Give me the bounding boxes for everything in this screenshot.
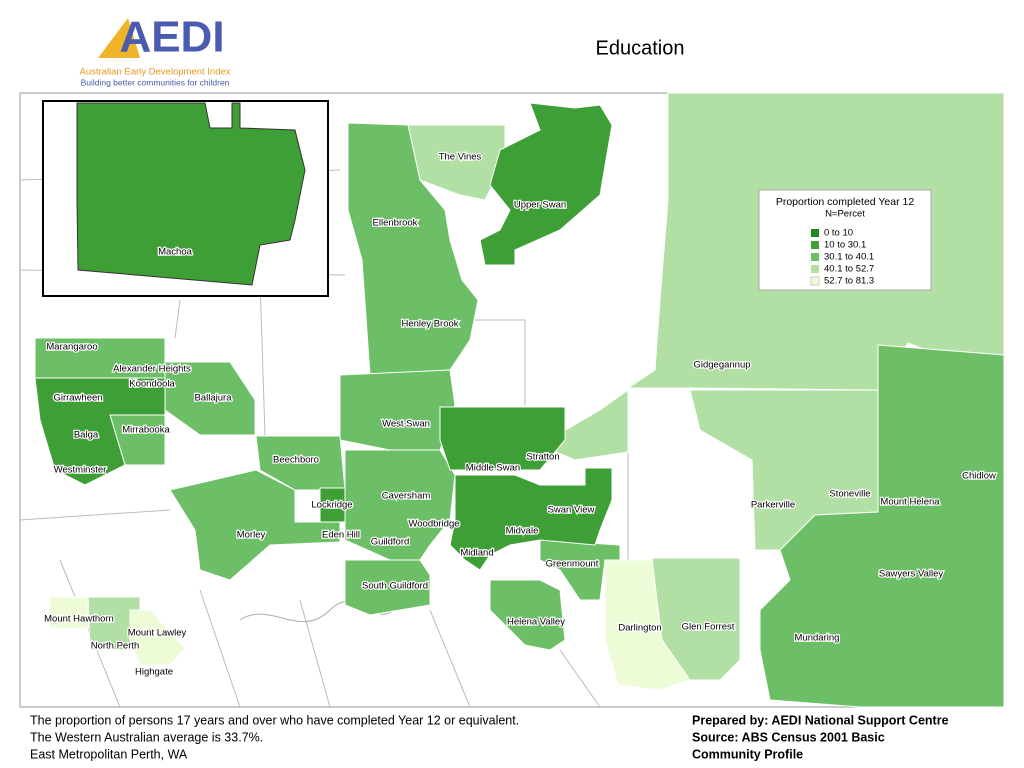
suburb-label: Midvale — [506, 526, 539, 537]
legend-label: 52.7 to 81.3 — [824, 276, 874, 287]
region — [439, 406, 566, 471]
suburb-label: Darlington — [618, 623, 661, 634]
region — [34, 377, 166, 486]
suburb-label: Parkerville — [751, 500, 795, 511]
suburb-label: Ballajura — [195, 393, 233, 404]
footer-source: Prepared by: AEDI National Support Centr… — [692, 713, 949, 727]
inset-label: Machoa — [158, 247, 193, 258]
legend-label: 10 to 30.1 — [824, 240, 866, 251]
suburb-label: Mirrabooka — [122, 425, 170, 436]
footer-note: The Western Australian average is 33.7%. — [30, 730, 263, 744]
region — [449, 467, 613, 571]
suburb-label: Midland — [460, 548, 493, 559]
legend-swatch — [811, 241, 819, 249]
footer-source: Community Profile — [692, 747, 803, 761]
legend: Proportion completed Year 12 N=Percet 0 … — [758, 189, 932, 291]
legend-box — [758, 189, 932, 291]
suburb-label: Beechboro — [273, 455, 319, 466]
suburb-label: Chidlow — [962, 471, 996, 482]
suburb-label: Glen Forrest — [682, 622, 735, 633]
region — [489, 579, 566, 651]
logo-name: Australian Early Development Index — [79, 67, 230, 78]
suburb-label: Helena Valley — [507, 617, 565, 628]
suburb-label: West Swan — [382, 419, 430, 430]
legend-swatch — [811, 253, 819, 261]
suburb-label: Woodbridge — [408, 519, 459, 530]
suburb-label: North Perth — [91, 641, 140, 652]
suburb-label: Alexander Heights — [113, 364, 191, 375]
legend-label: 40.1 to 52.7 — [824, 264, 874, 275]
suburb-label: Stratton — [526, 452, 559, 463]
logo-triangle — [98, 18, 140, 58]
suburb-label: Swan View — [548, 505, 595, 516]
map: Machoa The Vines Upper Swan Ellenbrook H… — [19, 92, 1005, 708]
suburb-label: Mount Lawley — [128, 628, 187, 639]
suburb-label: Upper Swan — [514, 200, 566, 211]
suburb-label: Mount Helena — [880, 497, 940, 508]
region — [169, 469, 341, 581]
region — [319, 487, 346, 523]
footer-source: Source: ABS Census 2001 Basic — [692, 730, 885, 744]
suburb-label: Lockridge — [311, 500, 352, 511]
suburb-label: Eden Hill — [322, 530, 360, 541]
footer: The proportion of persons 17 years and o… — [30, 713, 949, 761]
suburb-label: Balga — [74, 430, 99, 441]
legend-swatch — [811, 229, 819, 237]
suburb-label: Marangaroo — [46, 342, 97, 353]
legend-subtitle: N=Percet — [825, 209, 865, 220]
title: Education — [596, 37, 685, 59]
logo-tagline: Building better communities for children — [81, 77, 230, 87]
suburb-label: The Vines — [439, 152, 482, 163]
river — [239, 599, 401, 622]
suburb-label: Koondoola — [129, 379, 175, 390]
suburb-label: Mount Hawthorn — [44, 614, 114, 625]
suburb-label: Guildford — [371, 537, 410, 548]
suburb-label: Greenmount — [546, 559, 599, 570]
logo-mark: AEDI — [119, 13, 224, 62]
suburb-label: Henley Brook — [401, 319, 458, 330]
suburb-label: Morley — [237, 530, 266, 541]
suburb-label: Girrawheen — [53, 393, 102, 404]
suburb-label: Middle Swan — [466, 463, 520, 474]
region — [479, 102, 613, 266]
region — [76, 102, 306, 286]
suburb-label: South Guildford — [362, 581, 428, 592]
suburb-label: Highgate — [135, 667, 173, 678]
footer-note: The proportion of persons 17 years and o… — [30, 713, 519, 727]
region — [759, 344, 1005, 708]
suburb-label: Gidgegannup — [693, 360, 750, 371]
region — [604, 559, 691, 691]
suburb-label: Stoneville — [829, 489, 870, 500]
region — [49, 596, 89, 629]
legend-swatch — [811, 265, 819, 273]
region — [347, 122, 479, 376]
region — [129, 609, 186, 666]
region — [339, 369, 456, 451]
suburb-label: Ellenbrook — [373, 218, 418, 229]
legend-label: 30.1 to 40.1 — [824, 252, 874, 263]
suburb-label: Westminster — [54, 465, 107, 476]
legend-swatch — [810, 276, 820, 286]
footer-note: East Metropolitan Perth, WA — [30, 747, 188, 761]
legend-title: Proportion completed Year 12 — [776, 196, 915, 208]
suburb-label: Caversham — [382, 491, 431, 502]
inset: Machoa — [42, 100, 329, 297]
suburb-label: Mundaring — [795, 633, 840, 644]
region — [344, 559, 431, 616]
suburb-label: Sawyers Valley — [879, 569, 943, 580]
logo: AEDI Australian Early Development Index … — [79, 13, 230, 88]
legend-label: 0 to 10 — [824, 228, 853, 239]
region — [539, 539, 621, 601]
suburb-labels: The Vines Upper Swan Ellenbrook Henley B… — [43, 150, 997, 679]
